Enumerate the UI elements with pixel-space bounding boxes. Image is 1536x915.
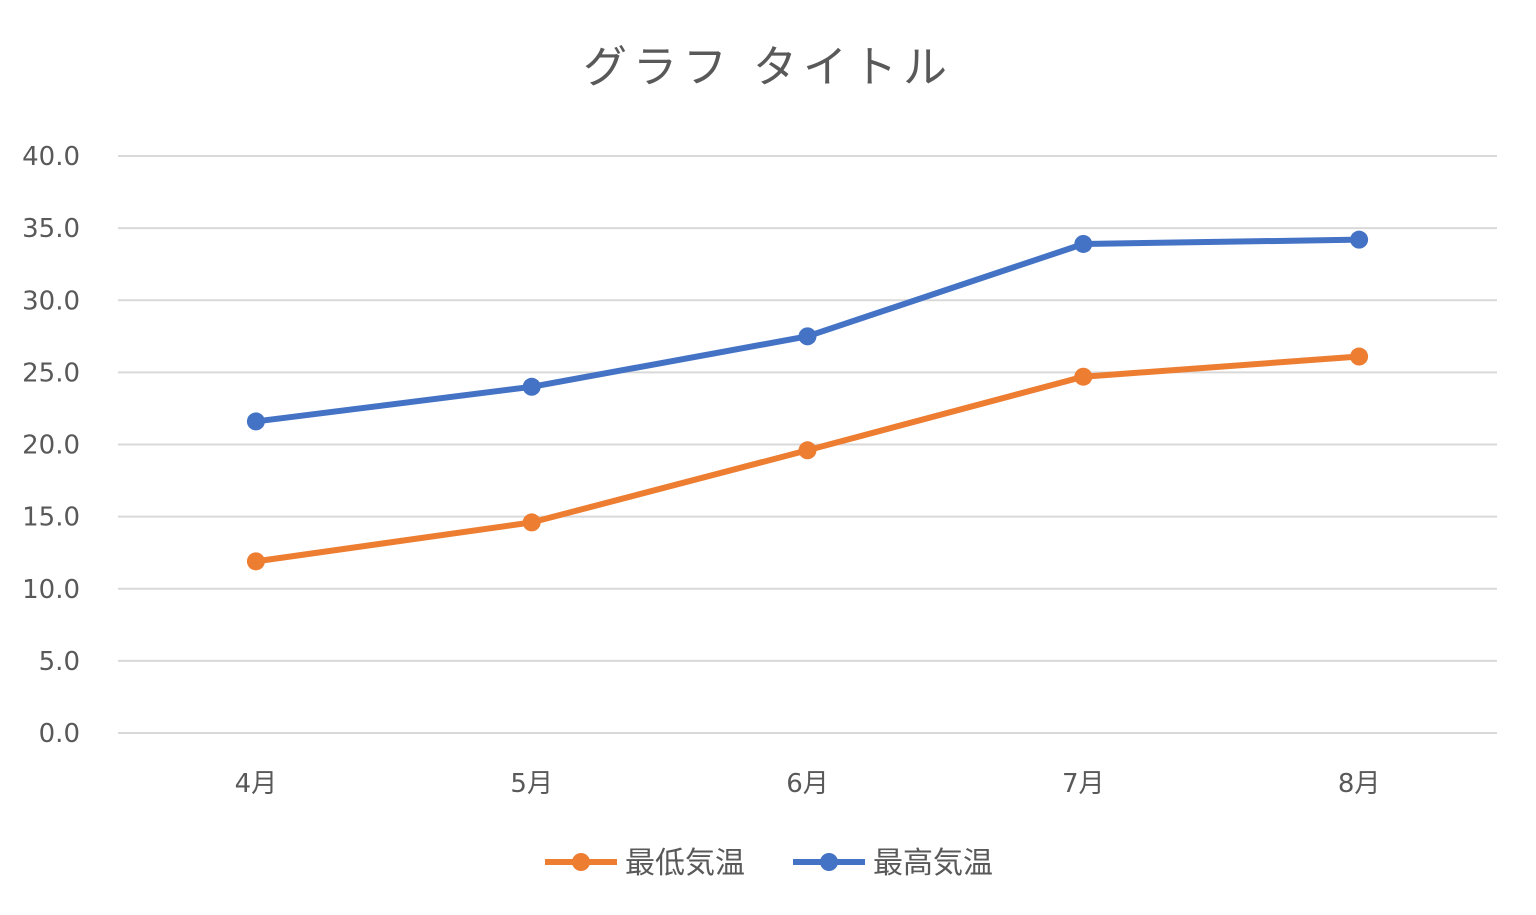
data-point	[522, 377, 541, 396]
data-point	[798, 441, 817, 460]
x-axis-ticks: 4月 5月 6月 7月 8月	[235, 769, 1381, 799]
x-tick-label: 7月	[1062, 769, 1105, 799]
x-tick-label: 4月	[235, 769, 278, 799]
y-tick-label: 0.0	[39, 719, 80, 749]
chart-title: グラフ タイトル	[583, 42, 953, 93]
data-point	[246, 412, 265, 431]
y-tick-label: 20.0	[22, 431, 80, 461]
data-point	[1074, 367, 1093, 386]
data-point	[798, 327, 817, 346]
y-tick-label: 25.0	[22, 358, 80, 388]
y-tick-label: 10.0	[22, 575, 80, 605]
x-tick-label: 5月	[510, 769, 553, 799]
legend-marker-2	[820, 853, 838, 871]
y-tick-label: 35.0	[22, 214, 80, 244]
legend: 最低気温 最高気温	[545, 846, 993, 881]
data-point	[522, 513, 541, 532]
y-tick-label: 40.0	[22, 142, 80, 172]
y-tick-label: 30.0	[22, 286, 80, 316]
legend-marker-1	[572, 853, 590, 871]
series-group	[246, 230, 1369, 571]
y-tick-label: 15.0	[22, 503, 80, 533]
data-point	[1074, 234, 1093, 253]
legend-label-2: 最高気温	[873, 846, 993, 881]
x-tick-label: 6月	[786, 769, 829, 799]
y-axis-ticks: 0.0 5.0 10.0 15.0 20.0 25.0 30.0 35.0 40.0	[22, 142, 80, 749]
x-tick-label: 8月	[1338, 769, 1381, 799]
data-point	[1350, 347, 1369, 366]
data-point	[1350, 230, 1369, 249]
data-point	[246, 552, 265, 571]
y-tick-label: 5.0	[39, 647, 80, 677]
legend-label-1: 最低気温	[625, 846, 745, 881]
